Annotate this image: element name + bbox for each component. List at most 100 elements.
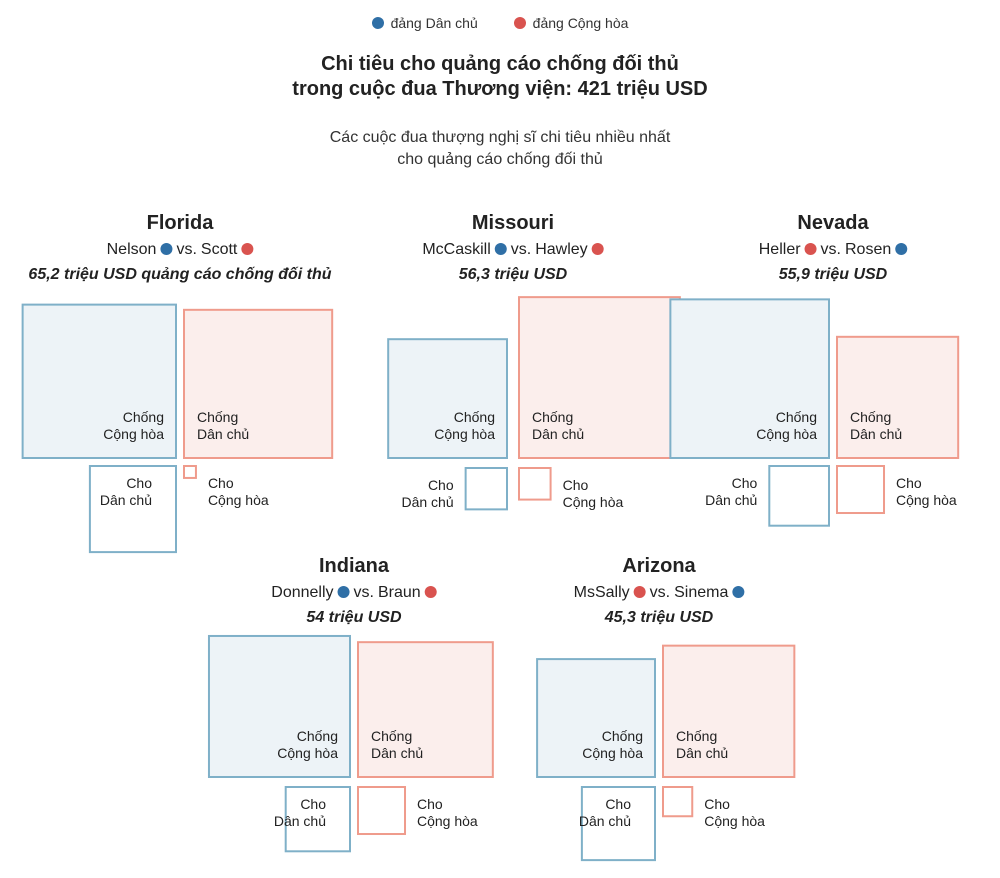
vs-label-nevada: vs. bbox=[821, 241, 841, 258]
label-anti-republican-florida-line-1: Chống bbox=[123, 409, 164, 425]
race-total-indiana: 54 triệu USD bbox=[306, 609, 402, 626]
label-pro-republican-nevada-line-2: Cộng hòa bbox=[896, 492, 957, 508]
label-pro-democrat-indiana-line-2: Dân chủ bbox=[274, 813, 326, 829]
legend-label-democrat: đảng Dân chủ bbox=[390, 15, 478, 31]
label-anti-republican-arizona-line-2: Cộng hòa bbox=[582, 745, 643, 761]
label-anti-democrat-arizona-line-1: Chống bbox=[676, 728, 717, 744]
label-pro-republican-arizona-line-2: Cộng hòa bbox=[704, 813, 765, 829]
pro-democrat-square bbox=[464, 467, 508, 511]
state-name-arizona: Arizona bbox=[622, 555, 696, 577]
label-anti-democrat-indiana-line-1: Chống bbox=[371, 728, 412, 744]
candidate-1-indiana: Donnelly bbox=[271, 584, 333, 601]
label-anti-democrat-arizona-line-2: Dân chủ bbox=[676, 745, 728, 761]
state-name-missouri: Missouri bbox=[472, 212, 554, 234]
label-anti-democrat-missouri-line-2: Dân chủ bbox=[532, 426, 584, 442]
label-pro-democrat-nevada-line-1: Cho bbox=[732, 475, 758, 491]
state-name-indiana: Indiana bbox=[319, 555, 390, 577]
vs-label-indiana: vs. bbox=[354, 584, 374, 601]
label-anti-republican-missouri-line-2: Cộng hòa bbox=[434, 426, 495, 442]
anti-democrat-square bbox=[836, 335, 960, 459]
legend-label-republican: đảng Cộng hòa bbox=[532, 15, 629, 31]
label-pro-republican-missouri-line-2: Cộng hòa bbox=[563, 494, 624, 510]
anti-republican-square bbox=[536, 658, 657, 779]
label-anti-democrat-nevada-line-1: Chống bbox=[850, 409, 891, 425]
label-anti-republican-nevada-line-1: Chống bbox=[776, 409, 817, 425]
state-name-nevada: Nevada bbox=[797, 212, 869, 234]
label-anti-democrat-florida-line-2: Dân chủ bbox=[197, 426, 249, 442]
candidate-2-missouri: Hawley bbox=[535, 241, 587, 258]
vs-label-missouri: vs. bbox=[511, 241, 531, 258]
anti-democrat-square bbox=[518, 296, 681, 459]
label-pro-republican-arizona-line-1: Cho bbox=[704, 796, 730, 812]
anti-republican-square bbox=[21, 303, 177, 459]
candidates-florida: Nelson vs. Scott bbox=[107, 241, 254, 258]
candidates-indiana: Donnelly vs. Braun bbox=[271, 584, 437, 601]
vs-label-arizona: vs. bbox=[650, 584, 670, 601]
chart-subtitle-line-2: cho quảng cáo chống đối thủ bbox=[397, 151, 603, 168]
chart-subtitle: Các cuộc đua thượng nghị sĩ chi tiêu nhi… bbox=[0, 127, 1000, 171]
candidate-2-party-dot-icon bbox=[591, 243, 604, 255]
candidate-1-party-dot-icon bbox=[633, 586, 646, 598]
race-total-arizona: 45,3 triệu USD bbox=[604, 609, 714, 626]
label-pro-democrat-florida-line-1: Cho bbox=[126, 475, 152, 491]
candidates-nevada: Heller vs. Rosen bbox=[759, 241, 908, 258]
candidate-2-nevada: Rosen bbox=[845, 241, 891, 258]
race-total-missouri: 56,3 triệu USD bbox=[459, 266, 568, 283]
anti-republican-square bbox=[669, 298, 831, 459]
race-arizona: Arizona MsSally vs. Sinema 45,3 triệu USD Chố… bbox=[536, 555, 796, 862]
race-florida: Florida Nelson vs. Scott 65,2 triệu USD quản… bbox=[21, 212, 334, 554]
race-indiana: Indiana Donnelly vs. Braun 54 triệu USD Chống… bbox=[207, 555, 494, 853]
chart-title-line-1: Chi tiêu cho quảng cáo chống đối thủ bbox=[321, 53, 679, 75]
pro-republican-square bbox=[662, 786, 694, 818]
label-anti-democrat-nevada-line-2: Dân chủ bbox=[850, 426, 902, 442]
pro-republican-square bbox=[183, 465, 197, 479]
candidate-2-florida: Scott bbox=[201, 241, 238, 258]
label-pro-democrat-arizona-line-1: Cho bbox=[605, 796, 631, 812]
label-anti-republican-missouri-line-1: Chống bbox=[454, 409, 495, 425]
candidate-1-party-dot-icon bbox=[804, 243, 817, 255]
candidate-2-party-dot-icon bbox=[732, 586, 745, 598]
candidates-missouri: McCaskill vs. Hawley bbox=[422, 241, 604, 258]
pro-republican-square bbox=[836, 465, 886, 515]
label-pro-republican-florida-line-2: Cộng hòa bbox=[208, 492, 269, 508]
anti-democrat-square bbox=[357, 641, 494, 779]
candidate-2-party-dot-icon bbox=[241, 243, 254, 255]
democrat-dot-icon bbox=[371, 17, 384, 29]
label-anti-republican-nevada-line-2: Cộng hòa bbox=[756, 426, 817, 442]
label-pro-republican-florida-line-1: Cho bbox=[208, 475, 234, 491]
label-pro-republican-indiana-line-2: Cộng hòa bbox=[417, 813, 478, 829]
candidate-1-party-dot-icon bbox=[337, 586, 350, 598]
chart-title-line-2: trong cuộc đua Thương viện: 421 triệu US… bbox=[292, 78, 708, 100]
label-anti-republican-arizona-line-1: Chống bbox=[602, 728, 643, 744]
chart-title: Chi tiêu cho quảng cáo chống đối thủ tro… bbox=[0, 52, 1000, 102]
label-anti-democrat-florida-line-1: Chống bbox=[197, 409, 238, 425]
label-pro-republican-indiana-line-1: Cho bbox=[417, 796, 443, 812]
candidate-1-arizona: MsSally bbox=[574, 584, 630, 601]
anti-republican-square bbox=[207, 634, 351, 779]
race-total-nevada: 55,9 triệu USD bbox=[779, 266, 888, 283]
label-pro-democrat-missouri-line-2: Dân chủ bbox=[401, 494, 453, 510]
anti-republican-square bbox=[387, 338, 509, 460]
candidate-1-florida: Nelson bbox=[107, 241, 157, 258]
pro-democrat-square bbox=[580, 786, 656, 862]
label-pro-democrat-florida-line-2: Dân chủ bbox=[100, 492, 152, 508]
candidate-2-arizona: Sinema bbox=[674, 584, 728, 601]
legend: đảng Dân chủ đảng Cộng hòa bbox=[0, 15, 1000, 32]
label-pro-republican-nevada-line-1: Cho bbox=[896, 475, 922, 491]
pro-democrat-square bbox=[284, 786, 351, 853]
race-total-florida: 65,2 triệu USD quảng cáo chống đối thủ bbox=[28, 266, 331, 283]
pro-republican-square bbox=[518, 467, 552, 501]
candidate-1-nevada: Heller bbox=[759, 241, 801, 258]
label-anti-republican-indiana-line-1: Chống bbox=[297, 728, 338, 744]
label-pro-democrat-indiana-line-1: Cho bbox=[300, 796, 326, 812]
chart-subtitle-line-1: Các cuộc đua thượng nghị sĩ chi tiêu nhi… bbox=[329, 129, 671, 146]
label-anti-democrat-indiana-line-2: Dân chủ bbox=[371, 745, 423, 761]
republican-dot-icon bbox=[513, 17, 526, 29]
anti-democrat-square bbox=[662, 644, 796, 779]
candidate-1-party-dot-icon bbox=[494, 243, 507, 255]
candidate-2-party-dot-icon bbox=[895, 243, 908, 255]
candidate-2-party-dot-icon bbox=[424, 586, 437, 598]
state-name-florida: Florida bbox=[147, 212, 215, 234]
